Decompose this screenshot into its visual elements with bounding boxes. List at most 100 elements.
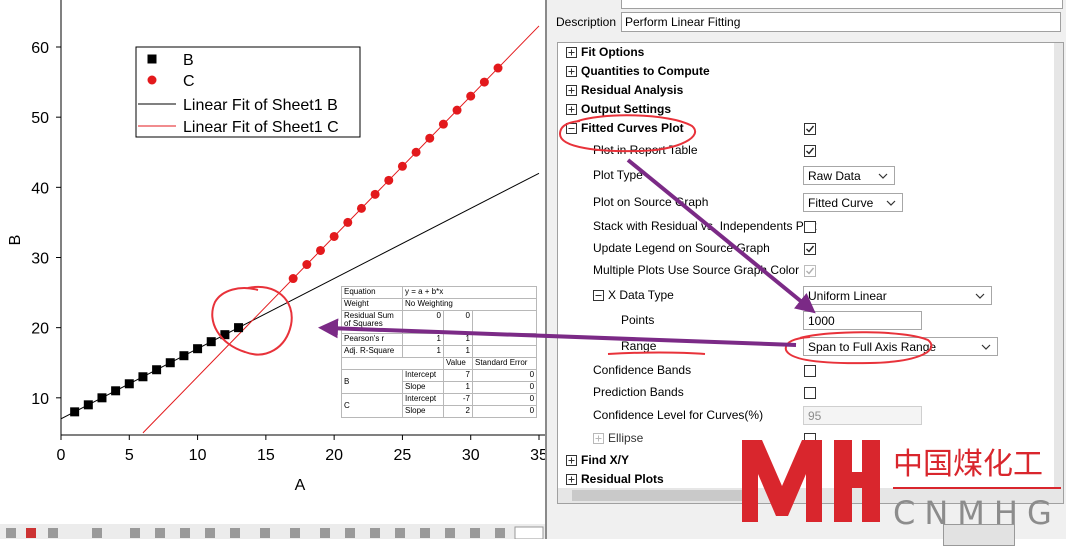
x-tick-label: 30 [462,447,480,464]
dropdown[interactable]: Raw Data [803,166,895,185]
watermark-code: CNMHG [893,494,1061,532]
row-label: Prediction Bands [593,385,684,399]
check-mark [806,245,815,253]
watermark-name: 中国煤化工 [893,447,1043,482]
point [234,323,244,333]
table-cell: Intercept [402,393,444,406]
row-label: Stack with Residual vs. Independents Plo… [593,219,817,233]
point [165,358,175,368]
checkbox[interactable] [804,243,816,255]
scroll-thumb[interactable] [572,490,752,501]
expander[interactable] [593,290,604,301]
checkbox [804,265,816,277]
table-cell: 2 [443,405,473,418]
control-value: Raw Data [808,169,861,183]
row-label: Find X/Y [581,453,629,467]
point [343,217,353,227]
expander[interactable] [566,47,577,58]
check-mark [806,147,815,155]
dropdown[interactable]: Fitted Curve [803,193,903,212]
point [220,330,230,340]
point [70,407,80,417]
point [425,133,435,143]
table-cell: 7 [443,369,473,382]
table-cell: Residual Sum of Squares [341,310,403,334]
text-field: 95 [803,406,922,425]
dropdown[interactable]: Uniform Linear [803,286,992,305]
logo-mark [742,440,880,522]
checkbox[interactable] [804,365,816,377]
row-label: Confidence Bands [593,363,692,377]
point [397,161,407,171]
row-label: Residual Analysis [581,83,684,97]
table-cell: 0 [471,381,538,394]
checkbox[interactable] [804,221,816,233]
checkbox[interactable] [804,123,816,135]
y-tick-label: 40 [31,180,49,197]
point [315,245,325,255]
dropdown-arrow [886,200,896,206]
row-label: Fitted Curves Plot [581,121,684,135]
point [97,393,107,403]
checkbox[interactable] [804,145,816,157]
x-tick-label: 35 [530,447,545,464]
expander[interactable] [566,474,577,485]
settings-tree: Fit Options Quantities to Compute Residual… [557,42,1064,504]
legend-box [135,46,361,138]
row-label: Quantities to Compute [581,64,710,78]
table-cell: 1 [443,381,473,394]
y-tick-label: 10 [31,391,49,408]
check-path [806,147,815,155]
dropdown[interactable]: Span to Full Axis Range [803,337,998,356]
x-tick-label: 20 [325,447,343,464]
table-cell: 1 [443,333,473,346]
dropdown-arrow [975,293,985,299]
point [452,105,462,115]
table-cell: Pearson's r [341,333,403,346]
row-label: Update Legend on Source Graph [593,241,770,255]
expander[interactable] [566,123,577,134]
watermark: 中国煤化工 CNMHG [742,440,1061,532]
table-cell: 0 [471,369,538,382]
row-label: Residual Plots [581,472,664,486]
expander[interactable] [566,66,577,77]
table-cell: 0 [471,393,538,406]
chevron [981,344,991,350]
table-cell: No Weighting [401,298,538,311]
legend-label: Linear Fit of Sheet1 C [183,119,339,136]
point [83,400,93,410]
description-label: Description [556,15,617,29]
legend-label: C [183,73,195,90]
x-axis-label: A [295,477,306,494]
description-field: Perform Linear Fitting [621,12,1061,32]
control-value: 1000 [808,314,835,328]
x-tick-label: 10 [189,447,207,464]
text-field[interactable]: 1000 [803,311,922,330]
control-value: Fitted Curve [808,196,874,210]
y-axis-label: B [7,235,24,246]
table-cell: Equation [341,286,403,299]
check-path [806,125,815,133]
row-label: Multiple Plots Use Source Graph Color [593,263,800,277]
point [356,203,366,213]
chevron [886,200,896,206]
point [302,260,312,270]
y-tick-label: 50 [31,110,49,127]
table-cell [471,333,538,346]
x-tick-label: 5 [125,447,134,464]
toolbar-icons [6,526,544,539]
expander[interactable] [566,85,577,96]
expander[interactable] [593,433,604,444]
checkbox[interactable] [804,387,816,399]
legend: BC Linear Fit of Sheet1 B Linear Fit of Sh… [138,52,339,136]
point [493,63,503,73]
row-label: Confidence Level for Curves(%) [593,408,764,422]
expander[interactable] [566,455,577,466]
point [411,147,421,157]
legend-symbol [147,54,157,64]
row-label: Range [621,339,657,353]
expander[interactable] [566,104,577,115]
y-tick-label: 30 [31,250,49,267]
